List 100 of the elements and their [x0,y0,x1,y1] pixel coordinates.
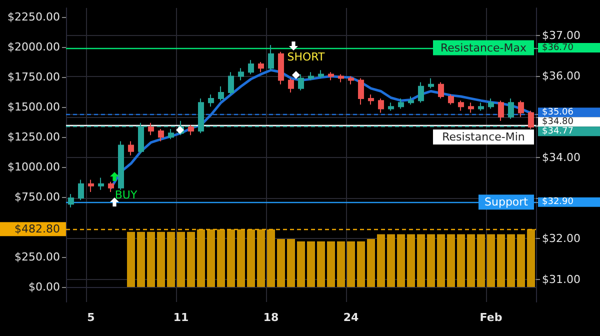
candlestick [198,98,204,134]
bar [337,241,345,288]
y2-tick-label: $32.00 [542,232,580,246]
bar [197,229,205,288]
candlestick [328,72,334,81]
candlestick [118,140,124,190]
candlestick [98,177,104,190]
candlestick [458,100,464,112]
annotation: SHORT [287,50,326,64]
candlestick [268,44,274,71]
y-tick-label: $1500.00 [8,100,60,114]
y2-tick-label: $37.00 [542,29,580,42]
x-tick-label: 11 [173,311,189,324]
y-tick-label: $0.00 [28,280,60,294]
bar [217,229,225,288]
ref-line-label: Resistance-Max [440,41,527,54]
candlestick [298,74,304,91]
bar [287,239,295,288]
candlestick [258,62,264,73]
candlestick [228,72,234,95]
bar [207,229,215,288]
candlestick [88,179,94,192]
candlestick [308,72,314,81]
candlestick [348,76,354,85]
x-tick-label: 24 [343,311,359,324]
candlestick [218,86,224,102]
bar [527,229,535,288]
y2-tick-label: $34.77 [542,126,574,136]
y-tick-label: $1250.00 [8,130,60,144]
y2-tick-label: $34.80 [542,116,574,127]
candlestick [278,51,284,85]
candlestick [428,78,434,89]
candlestick [408,96,414,106]
candlestick [78,179,84,201]
bar [317,241,325,288]
candlestick [248,59,254,75]
bar [467,234,475,288]
bar [517,234,525,288]
y-tick-label: $250.00 [14,250,60,264]
y2-tick-label: $36.70 [542,42,574,53]
y-tick-label: $750.00 [14,190,60,204]
bar [137,232,145,288]
bar [347,241,355,288]
bar [457,234,465,288]
candlestick [438,82,444,100]
candlestick [368,94,374,106]
y-tick-label: $482.80 [14,222,60,236]
candlestick [508,98,514,120]
bar [497,234,505,288]
y2-tick-label: $35.06 [542,107,574,118]
bar [387,234,395,288]
bar [417,234,425,288]
bar [507,234,515,288]
bar [407,234,415,288]
bar [367,239,375,288]
candlestick [318,70,324,79]
bar [247,229,255,288]
bar [157,232,165,288]
x-tick-label: 18 [263,311,279,324]
bar [437,234,445,288]
candlestick [418,82,424,104]
bar [477,234,485,288]
candlestick [338,74,344,83]
candlestick [158,128,164,142]
bar [147,232,155,288]
annotation: BUY [114,188,138,202]
candlestick [188,124,194,136]
candlestick [518,100,524,118]
candlestick [488,98,494,110]
bar [377,234,385,288]
candlestick [148,122,154,136]
bar [357,241,365,288]
y2-tick-label: $32.90 [542,197,574,208]
y2-tick-label: $31.00 [542,272,580,286]
candlestick [378,98,384,114]
candlestick [498,100,504,122]
bar [227,229,235,288]
bar [167,232,175,288]
y-tick-label: $1750.00 [8,70,60,84]
bar [257,229,265,288]
candlestick [528,110,534,130]
bar [267,229,275,288]
candlestick [468,102,474,114]
y2-tick-label: $36.00 [542,70,580,83]
candlestick [128,140,134,156]
y-tick-label: $1000.00 [8,160,60,174]
bar [297,241,305,288]
y-tick-label: $2250.00 [8,10,60,24]
ref-line-label: Resistance-Min [442,130,525,144]
x-tick-label: 5 [87,311,95,324]
candlestick [478,102,484,112]
candlestick [238,68,244,81]
bar [307,241,315,288]
bar [397,234,405,288]
bar [187,232,195,288]
bar [127,232,135,288]
candlestick [358,78,364,106]
candlestick [448,94,454,106]
candlestick [168,128,174,140]
candlestick [388,102,394,112]
